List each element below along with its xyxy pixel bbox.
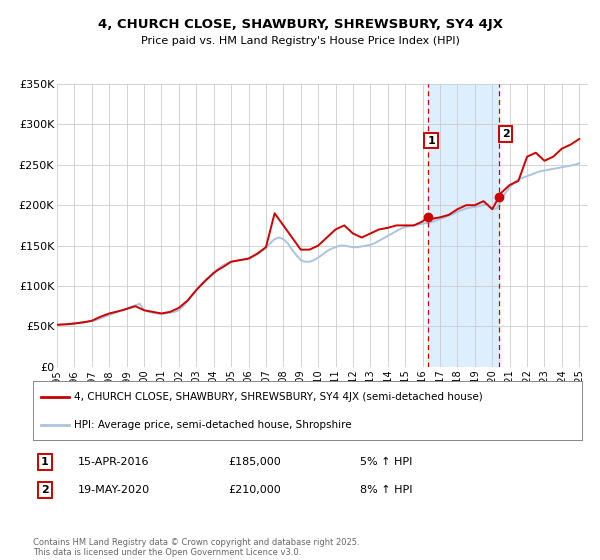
Text: £210,000: £210,000	[228, 485, 281, 495]
Text: 4, CHURCH CLOSE, SHAWBURY, SHREWSBURY, SY4 4JX: 4, CHURCH CLOSE, SHAWBURY, SHREWSBURY, S…	[97, 18, 503, 31]
Text: 2: 2	[41, 485, 49, 495]
Text: 1: 1	[427, 136, 435, 146]
Text: 1: 1	[41, 457, 49, 467]
Text: £185,000: £185,000	[228, 457, 281, 467]
Bar	[428, 84, 499, 367]
Text: 19-MAY-2020: 19-MAY-2020	[78, 485, 150, 495]
Text: Contains HM Land Registry data © Crown copyright and database right 2025.
This d: Contains HM Land Registry data © Crown c…	[33, 538, 359, 557]
Text: HPI: Average price, semi-detached house, Shropshire: HPI: Average price, semi-detached house,…	[74, 420, 352, 430]
Text: Price paid vs. HM Land Registry's House Price Index (HPI): Price paid vs. HM Land Registry's House …	[140, 36, 460, 46]
Text: 15-APR-2016: 15-APR-2016	[78, 457, 149, 467]
Text: 2: 2	[502, 129, 510, 139]
Text: 4, CHURCH CLOSE, SHAWBURY, SHREWSBURY, SY4 4JX (semi-detached house): 4, CHURCH CLOSE, SHAWBURY, SHREWSBURY, S…	[74, 392, 483, 402]
Text: 8% ↑ HPI: 8% ↑ HPI	[360, 485, 413, 495]
Text: 5% ↑ HPI: 5% ↑ HPI	[360, 457, 412, 467]
